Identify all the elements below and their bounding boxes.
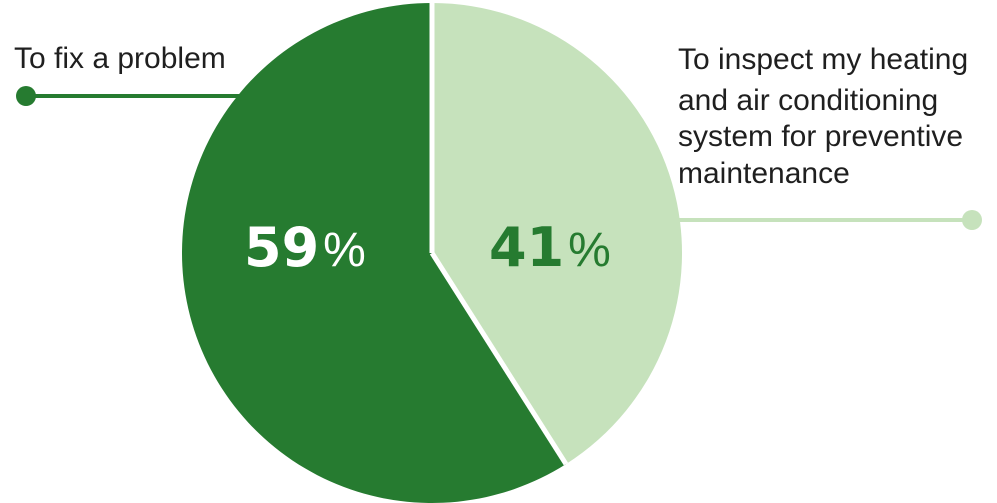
pie-slice-fix-problem <box>182 3 566 503</box>
leader-dot-preventive-maintenance <box>962 210 982 230</box>
leader-dot-fix-problem <box>16 86 36 106</box>
category-label-fix-problem: To fix a problem <box>14 42 226 75</box>
value-label-fix-problem: 59% <box>244 216 366 279</box>
category-label-preventive-maintenance: To inspect my heating and air conditioni… <box>678 43 977 190</box>
value-label-preventive-maintenance: 41% <box>489 216 611 279</box>
slice-divider <box>429 251 569 466</box>
